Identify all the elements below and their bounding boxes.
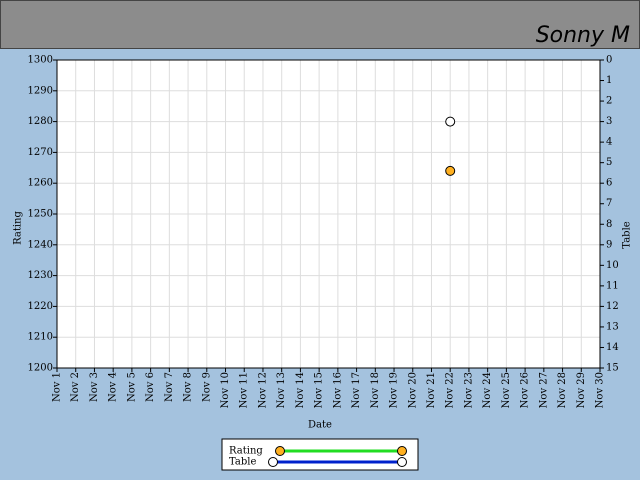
legend-marker <box>397 446 407 456</box>
y2-tick-label: 7 <box>606 198 612 209</box>
y-axis-label: Rating <box>13 211 24 245</box>
y-tick-label: 1270 <box>28 147 53 158</box>
data-point <box>445 116 456 127</box>
x-tick-label: Nov 20 <box>407 372 418 408</box>
legend-label: Rating <box>229 446 263 457</box>
y2-tick-label: 2 <box>606 96 612 107</box>
y2-tick-label: 13 <box>606 321 619 332</box>
x-tick-label: Nov 13 <box>276 372 287 408</box>
y2-tick-label: 9 <box>606 239 612 250</box>
x-tick-label: Nov 16 <box>332 372 343 408</box>
y-tick-label: 1250 <box>28 209 53 220</box>
y-tick-label: 1240 <box>28 239 53 250</box>
x-tick-label: Nov 21 <box>426 372 437 408</box>
y-tick-label: 1290 <box>28 85 53 96</box>
y-tick-label: 1300 <box>28 55 53 66</box>
x-tick-label: Nov 27 <box>538 372 549 408</box>
x-tick-label: Nov 7 <box>164 372 175 402</box>
x-tick-label: Nov 17 <box>351 372 362 408</box>
legend-label: Table <box>229 457 256 468</box>
x-tick-label: Nov 10 <box>220 372 231 408</box>
legend-marker <box>275 446 285 456</box>
legend-marker <box>268 457 278 467</box>
y2-tick-label: 11 <box>606 280 619 291</box>
x-tick-label: Nov 6 <box>145 372 156 402</box>
x-tick-label: Nov 18 <box>370 372 381 408</box>
header-title: Sonny M <box>536 23 630 48</box>
y2-tick-label: 10 <box>606 260 619 271</box>
y-tick-label: 1280 <box>28 116 53 127</box>
x-tick-label: Nov 3 <box>89 372 100 402</box>
y2-tick-label: 12 <box>606 301 619 312</box>
y2-tick-label: 14 <box>606 342 619 353</box>
x-tick-label: Nov 5 <box>126 372 137 402</box>
x-tick-label: Nov 2 <box>70 372 81 402</box>
x-tick-label: Nov 19 <box>389 372 400 408</box>
y2-tick-label: 3 <box>606 116 612 127</box>
x-tick-label: Nov 1 <box>52 372 63 402</box>
y2-tick-label: 6 <box>606 178 612 189</box>
y2-tick-label: 5 <box>606 157 612 168</box>
y-tick-label: 1230 <box>28 270 53 281</box>
x-tick-label: Nov 22 <box>445 372 456 408</box>
y2-tick-label: 1 <box>606 75 612 86</box>
x-tick-label: Nov 11 <box>239 372 250 408</box>
x-tick-label: Nov 26 <box>520 372 531 408</box>
legend <box>221 438 419 471</box>
y-tick-label: 1200 <box>28 363 53 374</box>
x-tick-label: Nov 30 <box>595 372 606 408</box>
y2-tick-label: 0 <box>606 55 612 66</box>
y2-axis-label: Table <box>622 221 633 248</box>
y2-tick-label: 4 <box>606 137 612 148</box>
x-tick-label: Nov 9 <box>201 372 212 402</box>
x-tick-label: Nov 4 <box>108 372 119 402</box>
legend-marker <box>397 457 407 467</box>
y-tick-label: 1260 <box>28 178 53 189</box>
x-tick-label: Nov 12 <box>257 372 268 408</box>
y-tick-label: 1210 <box>28 332 53 343</box>
x-axis-label: Date <box>308 420 332 431</box>
header-bar <box>0 0 640 49</box>
y2-tick-label: 8 <box>606 219 612 230</box>
x-tick-label: Nov 23 <box>463 372 474 408</box>
x-tick-label: Nov 25 <box>501 372 512 408</box>
x-tick-label: Nov 8 <box>183 372 194 402</box>
data-point <box>445 165 456 176</box>
x-tick-label: Nov 24 <box>482 372 493 408</box>
x-tick-label: Nov 15 <box>314 372 325 408</box>
y-tick-label: 1220 <box>28 301 53 312</box>
x-tick-label: Nov 14 <box>295 372 306 408</box>
x-tick-label: Nov 29 <box>576 372 587 408</box>
y2-tick-label: 15 <box>606 363 619 374</box>
x-tick-label: Nov 28 <box>557 372 568 408</box>
